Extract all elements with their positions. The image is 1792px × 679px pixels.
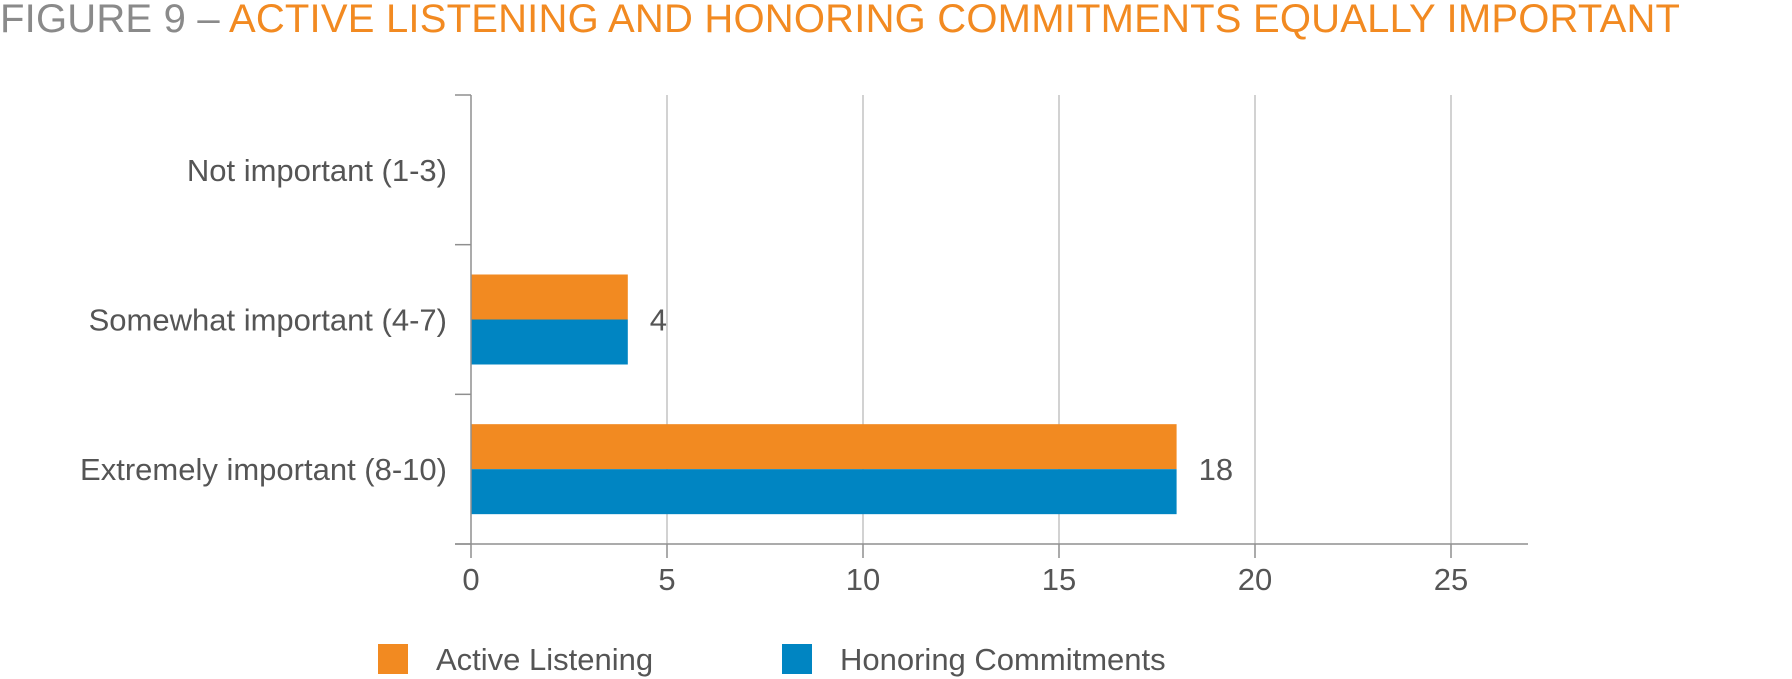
legend-label-active-listening: Active Listening bbox=[436, 642, 653, 677]
legend-swatch-honoring-commitments bbox=[782, 644, 812, 674]
chart-title-main: ACTIVE LISTENING AND HONORING COMMITMENT… bbox=[228, 0, 1681, 41]
chart-title: FIGURE 9 – ACTIVE LISTENING AND HONORING… bbox=[0, 0, 1680, 44]
labels: 0 5 10 15 20 25 Not important (1-3) Somewhat im… bbox=[80, 153, 1468, 597]
x-tick-label: 5 bbox=[658, 562, 675, 597]
axes bbox=[455, 94, 1528, 558]
data-label: 4 bbox=[650, 303, 667, 338]
legend-label-honoring-commitments: Honoring Commitments bbox=[840, 642, 1166, 677]
bar-active-listening-2 bbox=[471, 274, 628, 320]
data-label: 18 bbox=[1199, 452, 1233, 487]
bars bbox=[471, 274, 1177, 515]
chart-title-prefix: FIGURE 9 – bbox=[0, 0, 229, 41]
legend: Active Listening Honoring Commitments bbox=[378, 642, 1166, 677]
x-tick-label: 25 bbox=[1434, 562, 1468, 597]
category-label: Not important (1-3) bbox=[187, 153, 447, 188]
bar-honoring-commitments-2 bbox=[471, 319, 628, 365]
x-tick-label: 20 bbox=[1238, 562, 1272, 597]
legend-swatch-active-listening bbox=[378, 644, 408, 674]
x-tick-label: 0 bbox=[462, 562, 479, 597]
bar-honoring-commitments-3 bbox=[471, 469, 1177, 515]
x-tick-label: 10 bbox=[846, 562, 880, 597]
category-label: Somewhat important (4-7) bbox=[89, 303, 447, 338]
x-tick-label: 15 bbox=[1042, 562, 1076, 597]
bar-active-listening-3 bbox=[471, 424, 1177, 470]
category-label: Extremely important (8-10) bbox=[80, 452, 447, 487]
